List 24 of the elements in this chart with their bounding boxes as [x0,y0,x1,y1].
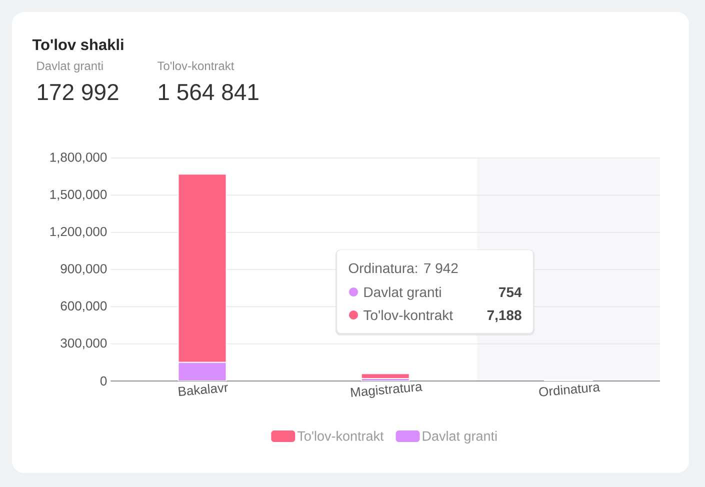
bar [178,362,227,382]
annotation: 7,188 [487,310,522,322]
y-tick-label: 1,200,000 [50,226,107,238]
y-tick-label: 1,500,000 [50,190,107,201]
legend-label: To'lov-kontrakt [364,310,453,320]
text: Davlat granti [37,61,103,72]
annotation: Ordinatura: 7 942 [348,262,458,274]
x-tick-label: Bakalavr [178,384,228,396]
y-tick-label: 600,000 [60,301,107,312]
x-tick-label: Magistratura [350,384,422,398]
text: To'lov-kontrakt [297,430,384,441]
y-tick-label: 1,800,000 [50,152,107,164]
text: To'lov-kontrakt [157,61,234,70]
text: 1 564 841 [158,84,258,100]
x-tick-label: Ordinatura [539,384,600,396]
legend-label: Davlat granti [422,430,497,444]
y-tick-label: 900,000 [60,264,107,275]
text: Davlat granti [364,286,441,300]
chart-title: To'lov shakli [32,38,124,50]
y-tick-label: 300,000 [60,338,107,350]
y-tick-label: 0 [100,376,107,386]
text: 172 992 [38,84,118,100]
annotation: 754 [499,287,522,298]
bar [178,174,227,363]
